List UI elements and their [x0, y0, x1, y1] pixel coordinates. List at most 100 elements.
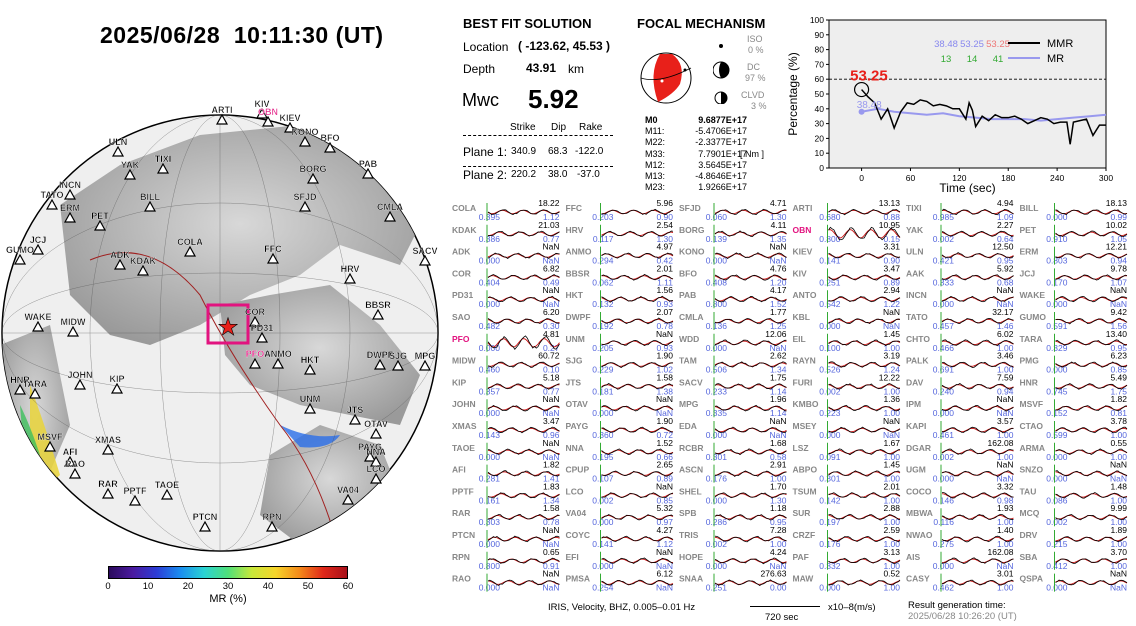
mr-blue-region [280, 425, 340, 448]
trace-cc: 0.203 [592, 212, 614, 222]
trace-cell: CRZF 2.59 0.176 1.00 [793, 525, 901, 549]
trace-variance: 1.46 [997, 321, 1014, 331]
trace-observed [601, 535, 674, 542]
trace-variance: 1.12 [656, 539, 673, 549]
trace-observed [941, 339, 1014, 347]
trace-cell: EIL 1.45 0.100 1.00 [793, 329, 901, 353]
trace-cc: 0.176 [706, 474, 728, 484]
trace-cell: ADK NaN 0.000 NaN [452, 242, 560, 266]
trace-amplitude: 1.40 [997, 525, 1014, 535]
trace-station-name: RAYN [793, 356, 816, 366]
trace-station-name: MCQ [1020, 508, 1040, 518]
station-label: HNR [10, 375, 30, 385]
trace-amplitude: 1.48 [1110, 481, 1127, 491]
trace-cell: HNR 5.49 0.745 1.75 [1020, 372, 1128, 396]
depth-label: Depth [463, 62, 496, 76]
trace-cc: 0.176 [819, 539, 841, 549]
trace-amplitude: 4.81 [543, 329, 560, 339]
trace-cc: 0.240 [933, 386, 955, 396]
focal-header: FOCAL MECHANISM [637, 16, 766, 31]
trace-cc: 0.192 [592, 321, 614, 331]
plane1-rake: -122.0 [575, 146, 604, 157]
trace-amplitude: NaN [656, 329, 673, 339]
station-label: SACV [412, 246, 437, 256]
mr-value-label: 38.48 [857, 100, 882, 111]
trace-cell: CMLA 1.77 0.136 1.25 [679, 307, 787, 331]
trace-cc: 0.000 [933, 299, 955, 309]
trace-station-name: KBL [793, 312, 810, 322]
trace-observed [828, 579, 901, 586]
trace-amplitude: 1.18 [770, 503, 787, 513]
trace-station-name: AFI [452, 465, 466, 475]
trace-observed [828, 426, 901, 433]
trace-observed [487, 470, 560, 477]
trace-amplitude: 1.89 [1110, 525, 1127, 535]
trace-station-name: DAV [906, 377, 924, 387]
trace-cell: RAO NaN 0.000 NaN [452, 569, 560, 593]
y-tick-label: 100 [810, 15, 824, 25]
trace-variance: 1.35 [770, 234, 787, 244]
trace-cc: 0.333 [933, 277, 955, 287]
trace-cell: BBSR 2.01 0.062 1.11 [566, 263, 674, 287]
trace-cc: 0.062 [592, 277, 614, 287]
trace-observed [714, 492, 787, 499]
trace-station-name: CASY [906, 574, 930, 584]
y-tick-label: 20 [815, 133, 825, 143]
trace-station-name: SNZO [1020, 465, 1044, 475]
station-label: MPG [415, 351, 436, 361]
trace-variance: 1.14 [770, 408, 787, 418]
trace-amplitude: 12.21 [1106, 242, 1128, 252]
trace-observed [941, 317, 1014, 324]
trace-amplitude: NaN [769, 242, 786, 252]
trace-cc: 0.466 [933, 343, 955, 353]
trace-station-name: RCBR [679, 443, 704, 453]
trace-variance: 1.00 [883, 517, 900, 527]
station-marker [28, 387, 42, 399]
trace-amplitude: 4.17 [770, 285, 787, 295]
trace-observed [941, 492, 1014, 499]
station-label: NNA [366, 447, 386, 457]
trace-cell: AFI 1.82 0.281 1.41 [452, 460, 560, 484]
moment-value: -4.8646E+17 [695, 170, 747, 181]
trace-cell: TSUM 2.01 0.142 1.00 [793, 481, 901, 505]
trace-station-name: YAK [906, 225, 924, 235]
trace-amplitude: 18.13 [1106, 198, 1128, 208]
trace-cc: 0.000 [1046, 365, 1068, 375]
station-label: KIP [109, 374, 124, 384]
station-marker [418, 254, 432, 266]
trace-cell: OTAV NaN 0.000 NaN [566, 394, 674, 418]
trace-observed [941, 470, 1014, 477]
trace-cc: 0.408 [706, 277, 728, 287]
station-label: PTCN [193, 512, 218, 522]
trace-variance: 1.00 [997, 517, 1014, 527]
trace-amplitude: 3.57 [997, 416, 1014, 426]
trace-cell: ARTI 13.13 0.680 0.88 [793, 198, 901, 222]
trace-cc: 0.745 [1046, 386, 1068, 396]
trace-cell: TAM 2.62 0.506 1.34 [679, 351, 787, 375]
trace-station-name: PAYG [566, 421, 589, 431]
summary-bottom-value: 14 [967, 54, 978, 65]
trace-cc: 0.294 [592, 256, 614, 266]
trace-observed [601, 492, 674, 499]
trace-observed [1055, 448, 1128, 455]
trace-cell: YAK 2.27 0.002 0.64 [906, 220, 1014, 244]
trace-amplitude: 2.54 [656, 220, 673, 230]
trace-amplitude: NaN [769, 416, 786, 426]
trace-variance: 1.34 [770, 365, 787, 375]
trace-cc: 0.421 [933, 256, 955, 266]
moment-value: -5.4706E+17 [695, 126, 747, 137]
trace-cell: SNZO NaN 0.000 NaN [1020, 460, 1128, 484]
trace-cc: 0.457 [933, 321, 955, 331]
trace-observed [941, 557, 1014, 564]
trace-cc: 0.000 [706, 343, 728, 353]
trace-amplitude: 1.82 [1110, 394, 1127, 404]
waveform-grid: COLA 18.22 0.395 1.12 KDAK 21.03 0.386 0.77 ADK N… [452, 198, 1128, 593]
trace-cell: MAW 0.52 0.000 1.00 [793, 569, 901, 593]
trace-cc: 0.091 [819, 452, 841, 462]
x-tick-label: 180 [1001, 173, 1015, 183]
trace-amplitude: NaN [1110, 569, 1127, 579]
station-label: JCJ [30, 235, 47, 245]
station-label: COR [245, 307, 266, 317]
trace-observed [828, 339, 901, 347]
trace-observed [828, 226, 901, 241]
